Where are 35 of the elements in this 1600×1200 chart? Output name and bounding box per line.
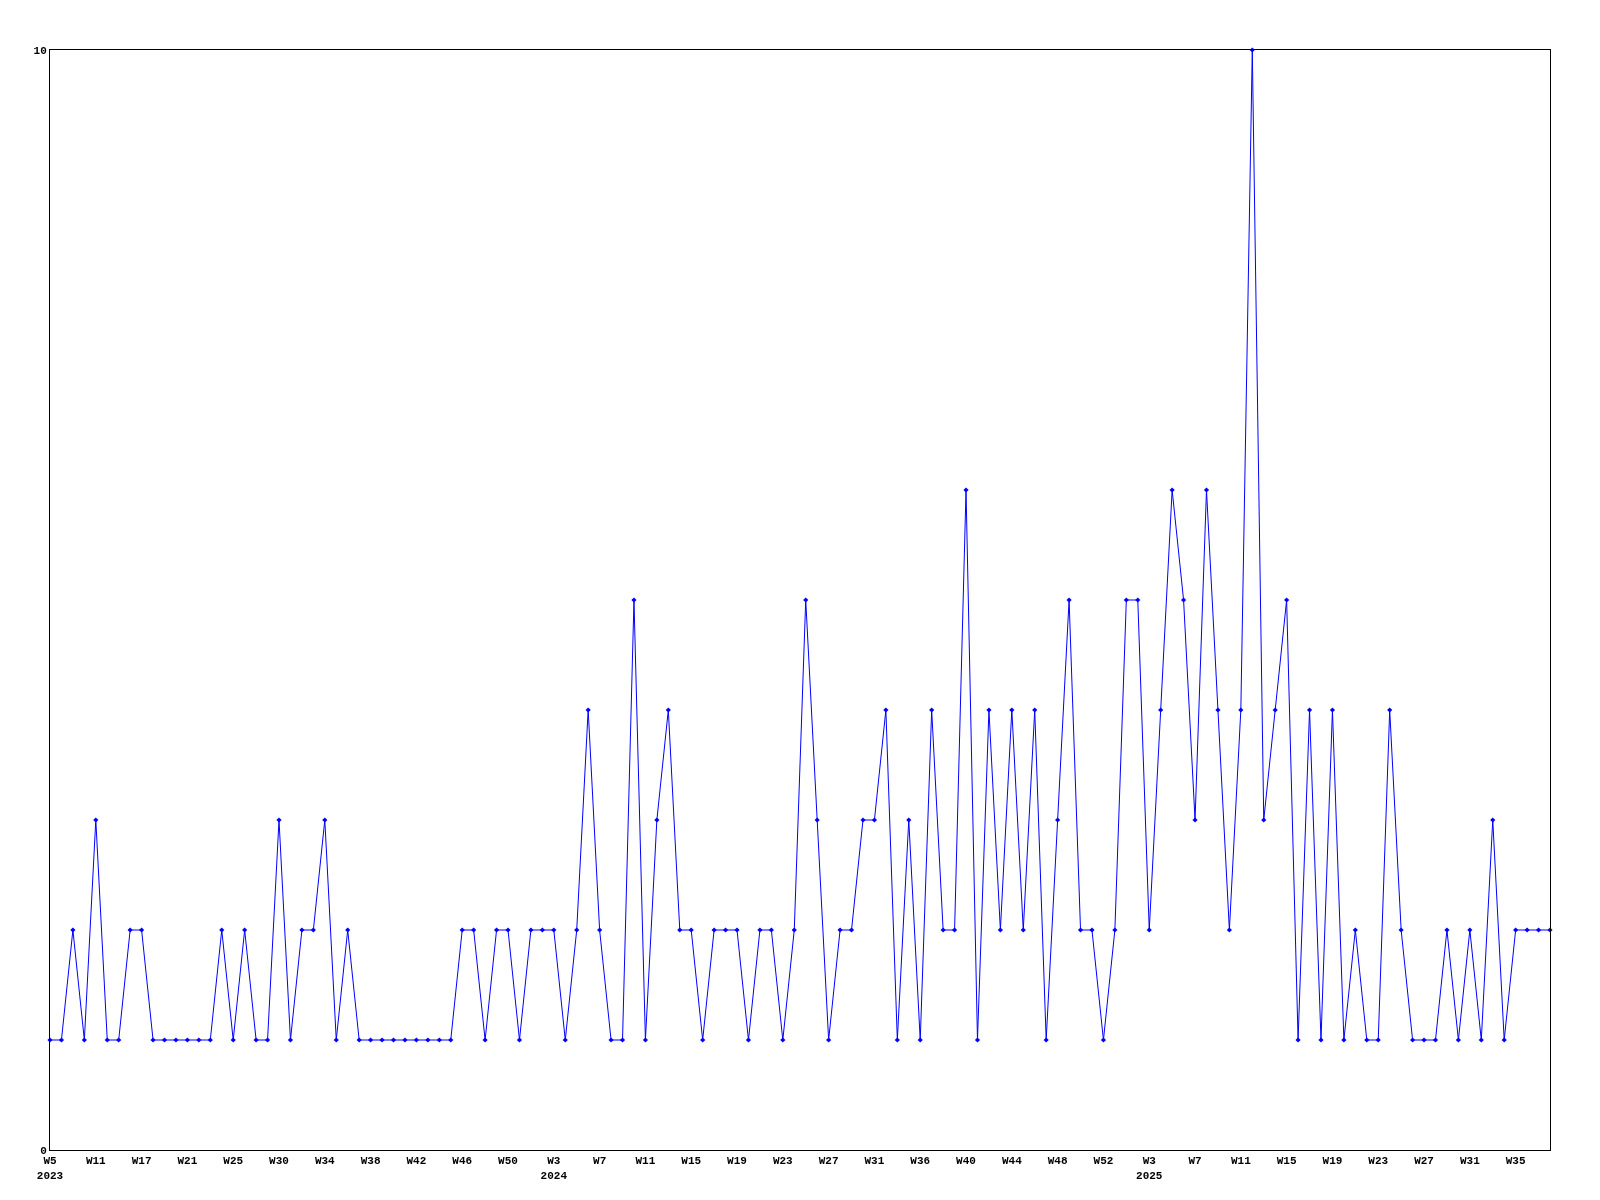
x-tick-label: W11 — [635, 1155, 656, 1168]
x-tick-label: W21 — [177, 1155, 198, 1168]
x-tick-label: W15 — [681, 1155, 702, 1168]
x-tick-label: W7 — [1188, 1155, 1202, 1168]
x-tick-label: W3 2024 — [540, 1155, 568, 1182]
x-tick-label: W23 — [1368, 1155, 1389, 1168]
x-tick-label: W5 2023 — [36, 1155, 64, 1182]
x-tick-label: W3 2025 — [1136, 1155, 1163, 1182]
x-tick-label: W38 — [360, 1155, 381, 1168]
x-tick-label: W48 — [1047, 1155, 1068, 1168]
x-tick-label: W17 — [131, 1155, 152, 1168]
x-tick-label: W52 — [1093, 1155, 1114, 1168]
x-tick-label: W23 — [772, 1155, 794, 1168]
y-tick-label: 0 — [40, 1144, 47, 1157]
x-tick-label: W27 — [1414, 1155, 1434, 1168]
x-tick-label: W40 — [956, 1155, 976, 1168]
x-tick-label: W42 — [406, 1155, 427, 1168]
x-tick-label: W31 — [864, 1155, 885, 1168]
x-tick-label: W15 — [1276, 1155, 1297, 1168]
x-tick-label: W44 — [1001, 1155, 1023, 1168]
x-tick-label: W19 — [727, 1155, 747, 1168]
x-tick-label: W50 — [498, 1155, 518, 1168]
x-tick-label: W11 — [1230, 1155, 1252, 1168]
x-tick-label: W31 — [1459, 1155, 1481, 1168]
x-tick-label: W35 — [1505, 1155, 1526, 1168]
x-tick-label: W46 — [452, 1155, 473, 1168]
x-tick-label: W7 — [593, 1155, 607, 1168]
x-tick-label: W11 — [85, 1155, 107, 1168]
x-tick-label: W19 — [1322, 1155, 1343, 1168]
x-tick-label: W30 — [269, 1155, 289, 1168]
x-tick-label: W34 — [314, 1155, 336, 1168]
x-tick-label: W25 — [223, 1155, 244, 1168]
x-tick-label: W36 — [910, 1155, 931, 1168]
y-tick-label: 10 — [33, 44, 47, 57]
x-tick-label: W27 — [818, 1155, 839, 1168]
